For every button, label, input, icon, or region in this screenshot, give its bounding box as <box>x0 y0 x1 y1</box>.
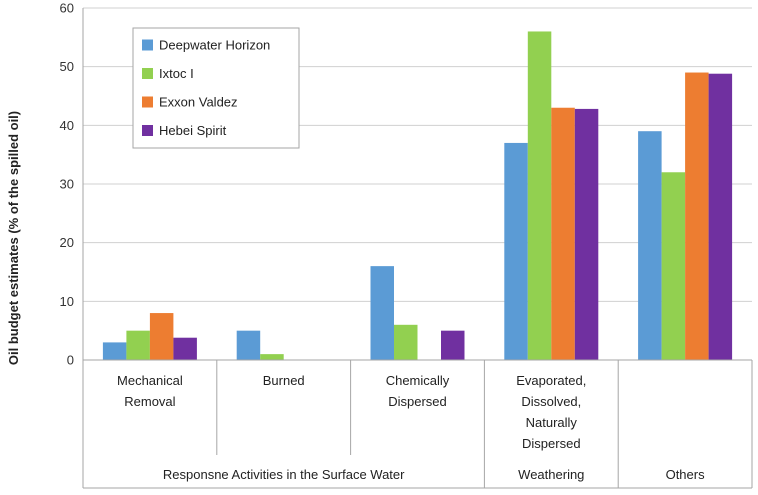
legend-swatch <box>142 96 153 108</box>
category-label: Removal <box>124 394 175 409</box>
bar-hebei-spirit <box>574 108 599 360</box>
legend-swatch <box>142 125 153 136</box>
category-label: Evaporated, <box>516 373 586 388</box>
legend-swatch <box>142 68 153 79</box>
category-label: Dissolved, <box>521 394 581 409</box>
y-tick-label: 60 <box>60 1 74 16</box>
legend-label: Deepwater Horizon <box>159 38 270 53</box>
legend-box <box>132 27 300 149</box>
bar-deepwater-horizon <box>370 266 394 360</box>
group-label: Others <box>666 467 706 482</box>
bar-deepwater-horizon <box>638 131 662 360</box>
bar-deepwater-horizon <box>236 330 261 360</box>
bar-deepwater-horizon <box>102 342 127 360</box>
axes <box>82 8 753 489</box>
bar-exxon-valdez <box>685 72 709 361</box>
legend-label: Hebei Spirit <box>159 123 227 138</box>
y-tick-label: 50 <box>60 59 74 74</box>
bars <box>102 31 733 361</box>
bar-ixtoc-i <box>661 172 686 360</box>
category-labels: Mechanical Removal Burned Chemically Dispers… <box>117 373 586 451</box>
group-label: Weathering <box>518 467 584 482</box>
bar-ixtoc-i <box>394 324 418 360</box>
category-label: Dispersed <box>522 436 581 451</box>
bar-ixtoc-i <box>260 354 284 360</box>
group-labels: Responsne Activities in the Surface Wate… <box>163 467 705 482</box>
bar-exxon-valdez <box>551 107 575 360</box>
bar-hebei-spirit <box>441 330 465 360</box>
y-axis-title: Oil budget estimates (% of the spilled o… <box>6 111 21 365</box>
bar-exxon-valdez <box>149 313 174 360</box>
legend: Deepwater Horizon Ixtoc I Exxon Valdez Hebe… <box>132 27 300 149</box>
legend-label: Exxon Valdez <box>159 95 238 110</box>
legend-swatch <box>142 39 153 51</box>
bar-hebei-spirit <box>173 337 197 360</box>
y-tick-label: 10 <box>60 294 74 309</box>
y-tick-label: 0 <box>67 353 74 368</box>
category-label: Mechanical <box>117 373 183 388</box>
category-label: Naturally <box>526 415 578 430</box>
y-tick-labels: 0 10 20 30 40 50 60 <box>60 1 74 368</box>
category-label: Dispersed <box>388 394 447 409</box>
y-tick-label: 40 <box>60 118 74 133</box>
category-label: Chemically <box>386 373 450 388</box>
bar-ixtoc-i <box>126 330 150 360</box>
category-label: Burned <box>263 373 305 388</box>
bar-ixtoc-i <box>527 31 552 360</box>
y-tick-label: 20 <box>60 235 74 250</box>
bar-hebei-spirit <box>708 73 733 360</box>
y-tick-label: 30 <box>60 177 74 192</box>
legend-label: Ixtoc I <box>159 66 194 81</box>
bar-deepwater-horizon <box>504 142 528 360</box>
group-label: Responsne Activities in the Surface Wate… <box>163 467 405 482</box>
